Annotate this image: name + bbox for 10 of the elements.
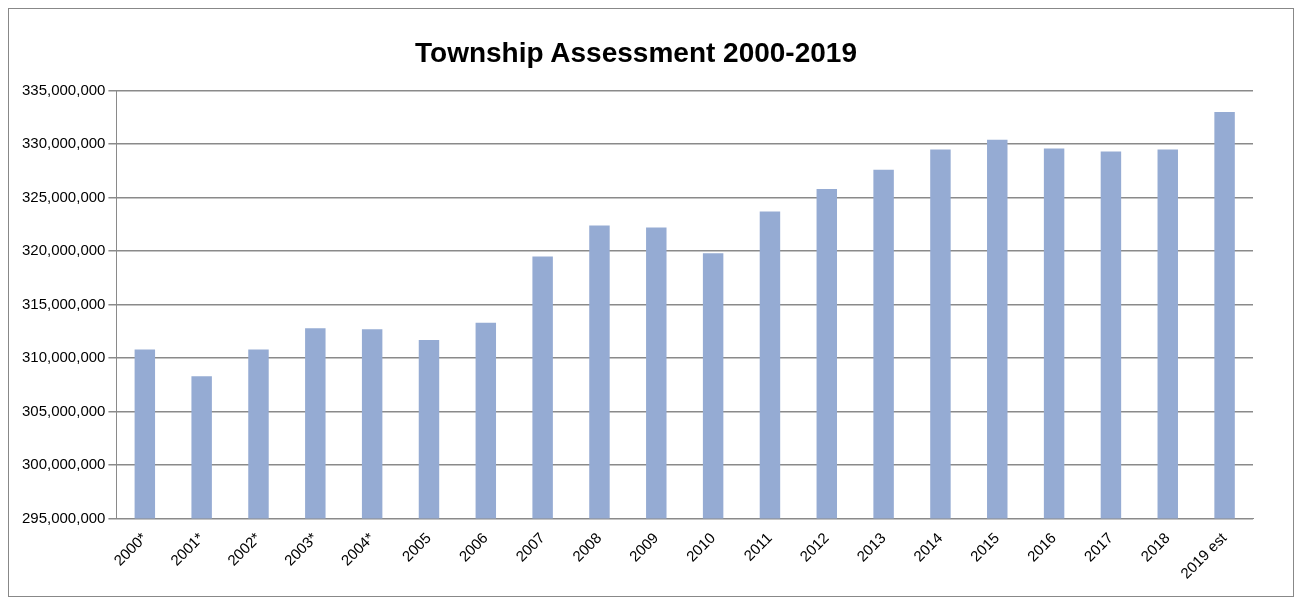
chart-title: Township Assessment 2000-2019	[415, 36, 857, 68]
y-tick-label: 335,000,000	[21, 80, 106, 98]
y-tick-label: 315,000,000	[21, 294, 106, 312]
y-tick-label: 330,000,000	[21, 134, 106, 152]
y-tick-label: 300,000,000	[21, 455, 106, 473]
y-tick-label: 305,000,000	[21, 401, 106, 419]
y-tick-label: 310,000,000	[21, 348, 106, 366]
y-tick-label: 325,000,000	[21, 187, 106, 205]
y-tick-label: 320,000,000	[21, 241, 106, 259]
y-tick-label: 295,000,000	[21, 508, 106, 526]
